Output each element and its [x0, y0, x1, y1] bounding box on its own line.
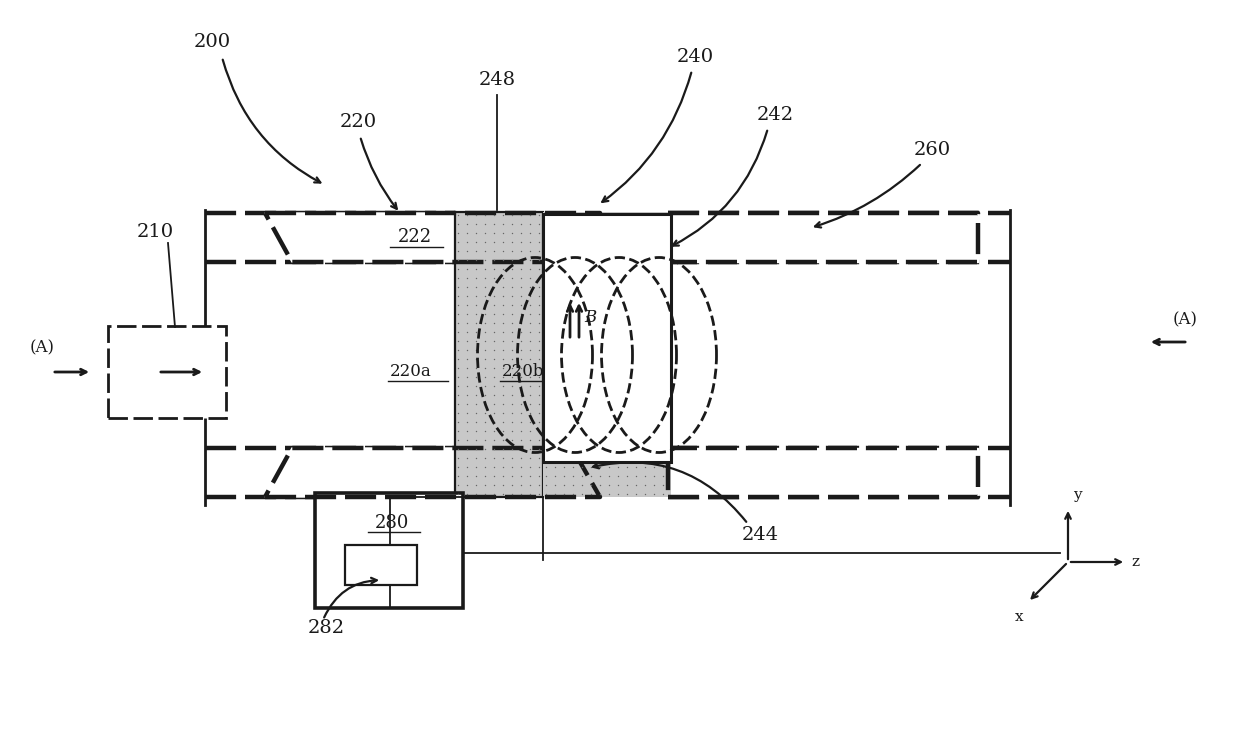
Text: 200: 200 [193, 33, 231, 51]
Polygon shape [668, 213, 978, 262]
Text: 220a: 220a [391, 364, 432, 381]
Text: 280: 280 [374, 514, 409, 532]
Bar [345, 545, 417, 585]
Text: 220b: 220b [502, 364, 544, 381]
Text: z: z [1131, 555, 1140, 569]
Text: (A): (A) [1173, 312, 1198, 329]
Polygon shape [265, 213, 600, 262]
Bar [315, 493, 463, 608]
Text: 210: 210 [136, 223, 174, 241]
Text: B: B [584, 310, 596, 326]
Text: 244: 244 [742, 526, 779, 544]
Text: x: x [1014, 610, 1023, 624]
Bar [455, 212, 543, 497]
Polygon shape [265, 448, 600, 497]
Bar [543, 212, 671, 497]
Text: 222: 222 [398, 228, 432, 246]
Text: 240: 240 [677, 48, 713, 66]
Text: y: y [1073, 488, 1081, 502]
Text: 248: 248 [479, 71, 516, 89]
Bar [543, 214, 671, 462]
Polygon shape [668, 448, 978, 497]
Text: (A): (A) [30, 340, 55, 356]
Text: 242: 242 [756, 106, 794, 124]
Text: 260: 260 [914, 141, 951, 159]
Text: 220: 220 [340, 113, 377, 131]
Text: 282: 282 [308, 619, 345, 637]
Bar [108, 326, 226, 418]
